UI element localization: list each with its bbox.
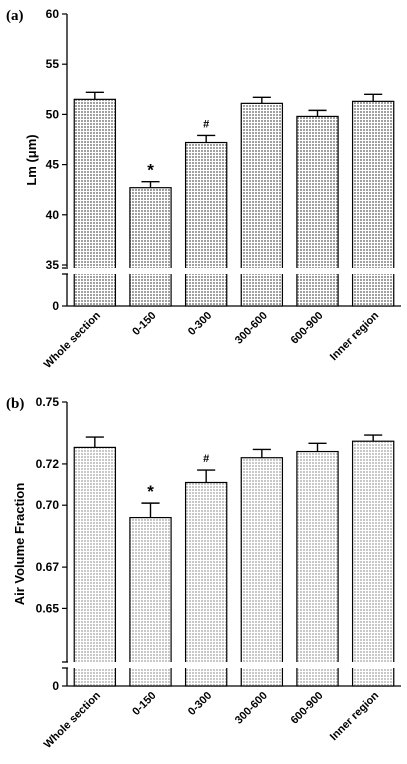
panel-label: (b) — [6, 396, 24, 412]
chart-panel-b: (b) Air Volume Fraction 0.65 0.67 0.70 0.72 0.… — [6, 395, 401, 751]
y-tick-label-zero: 0 — [52, 679, 59, 693]
bar — [351, 100, 395, 307]
significance-mark: # — [203, 118, 209, 130]
bar — [296, 115, 339, 307]
y-tick-label: 0.70 — [36, 498, 60, 512]
x-category-label: Inner region — [328, 689, 382, 743]
y-tick-label: 35 — [46, 258, 60, 272]
x-category-label: 0-150 — [130, 310, 158, 338]
y-tick-label: 0.75 — [36, 395, 60, 409]
x-category-label: 600-900 — [289, 310, 326, 347]
y-axis-label: Air Volume Fraction — [12, 483, 27, 606]
bar — [73, 98, 117, 307]
y-tick-label: 50 — [46, 107, 60, 121]
y-tick-label: 0.65 — [36, 601, 60, 615]
x-category-label: 0-300 — [186, 310, 214, 338]
bar — [184, 481, 228, 687]
x-category-label: 0-300 — [186, 690, 214, 718]
bar — [296, 450, 339, 687]
axis-break-gap — [63, 268, 401, 274]
y-tick-label: 55 — [46, 57, 60, 71]
bar — [240, 457, 284, 687]
bar — [73, 446, 117, 687]
y-tick-label: 0.67 — [36, 560, 60, 574]
y-tick-label: 60 — [46, 7, 60, 21]
y-tick-label: 0.72 — [36, 457, 60, 471]
x-category-label: Inner region — [328, 309, 382, 363]
bar — [184, 141, 228, 307]
significance-mark: * — [147, 161, 154, 180]
y-tick-label-zero: 0 — [52, 299, 59, 313]
x-category-label: 300-600 — [233, 310, 270, 347]
significance-mark: # — [203, 453, 209, 465]
x-category-label: 300-600 — [233, 690, 270, 727]
y-tick-label: 40 — [46, 208, 60, 222]
x-category-label: 600-900 — [289, 690, 326, 727]
bar — [240, 102, 284, 307]
significance-mark: * — [147, 482, 154, 501]
y-tick-label: 45 — [46, 158, 60, 172]
bar — [351, 440, 395, 687]
y-axis-label: Lm (μm) — [24, 134, 39, 185]
axis-break-gap — [63, 662, 401, 668]
bar — [129, 187, 172, 307]
x-category-label: Whole section — [42, 689, 103, 750]
x-category-label: Whole section — [42, 309, 103, 370]
panel-label: (a) — [6, 8, 24, 24]
bar — [129, 516, 172, 687]
x-category-label: 0-150 — [130, 690, 158, 718]
